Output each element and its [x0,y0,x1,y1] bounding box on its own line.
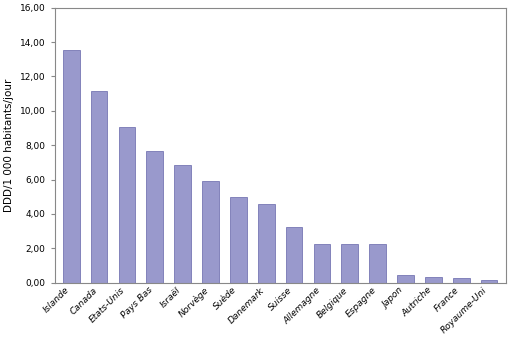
Bar [480,280,496,283]
Y-axis label: DDD/1 000 habitants/jour: DDD/1 000 habitants/jour [4,79,14,212]
Bar [63,50,79,283]
Bar [91,91,107,283]
Bar [452,278,469,283]
Bar [174,165,191,283]
Bar [230,197,246,283]
Bar [424,277,441,283]
Bar [202,181,218,283]
Bar [285,227,302,283]
Bar [119,127,135,283]
Bar [258,204,274,283]
Bar [313,243,330,283]
Bar [369,244,385,283]
Bar [146,151,163,283]
Bar [341,244,357,283]
Bar [397,275,413,283]
